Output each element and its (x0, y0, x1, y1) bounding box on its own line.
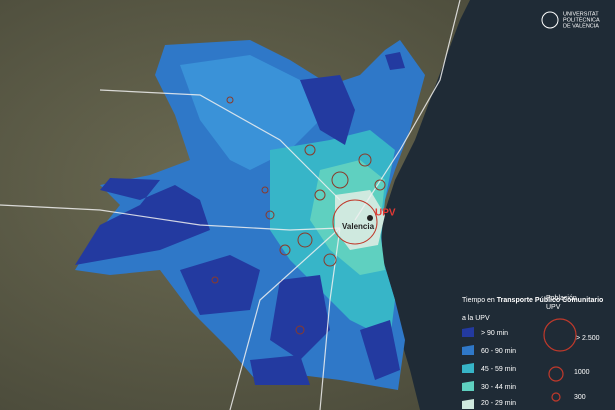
logo: UNIVERSITAT POLITÈCNICA DE VALÈNCIA (541, 11, 600, 29)
swatch (462, 399, 474, 409)
circle (211, 276, 219, 284)
legend-item: 300 (574, 394, 586, 401)
swatch (462, 345, 474, 355)
circle (331, 171, 349, 189)
size-swatch (543, 318, 577, 352)
zone-90a (75, 178, 210, 265)
legend-population: Población UPV > 2.500 1000 300 (543, 295, 600, 402)
zone-90g (385, 52, 405, 70)
road (0, 204, 341, 231)
legend-title: Tiempo en Transporte Público Comunitario (462, 297, 603, 304)
circle (226, 96, 234, 104)
legend-title-bold: Transporte Público Comunitario (497, 297, 604, 304)
legend-title: Población (546, 295, 577, 302)
legend-item: > 2.500 (576, 335, 600, 342)
road (99, 89, 341, 201)
circle (374, 179, 386, 191)
roads (0, 0, 461, 410)
swatch (462, 327, 474, 337)
circle (323, 253, 337, 267)
legend-item: 30 - 44 min (481, 384, 516, 391)
sea (380, 0, 615, 410)
circle (358, 153, 372, 167)
road (319, 227, 341, 410)
zone-90b (180, 255, 260, 315)
zone-90f (360, 320, 400, 380)
logo-line: UNIVERSITAT (563, 11, 599, 17)
road (354, 0, 461, 221)
population-circles (211, 96, 386, 335)
legend-item: 60 - 90 min (481, 348, 516, 355)
legend-item: 20 - 29 min (481, 400, 516, 407)
campus-label: UPV (375, 208, 396, 219)
upv-pin (367, 215, 373, 221)
legend-title: UPV (546, 304, 561, 311)
zone-90d (300, 75, 355, 145)
isochrone-zones (75, 40, 425, 390)
circle (297, 232, 313, 248)
circle (295, 325, 305, 335)
road (229, 227, 341, 410)
size-swatch (551, 392, 561, 402)
circle (304, 144, 316, 156)
logo-line: DE VALÈNCIA (563, 22, 599, 29)
zone-90e (250, 355, 310, 385)
zone-45-59 (180, 55, 320, 170)
legend-time: Tiempo en Transporte Público Comunitario… (462, 297, 603, 409)
logo-emblem (541, 11, 559, 29)
city-label: Valencia (342, 222, 375, 231)
legend-title-part: Tiempo en (462, 297, 497, 304)
legend-item: 45 - 59 min (481, 366, 516, 373)
legend-item: > 90 min (481, 330, 508, 337)
legend-item: 1000 (574, 369, 590, 376)
zone-90c (270, 275, 330, 360)
size-swatch (548, 366, 564, 382)
circle (279, 244, 291, 256)
circle (332, 199, 378, 245)
circle (314, 189, 326, 201)
swatch (462, 381, 474, 391)
swatch (462, 363, 474, 373)
circle (261, 186, 269, 194)
logo-line: POLITÈCNICA (563, 16, 600, 23)
circle (265, 210, 275, 220)
legend-title-end: a la UPV (462, 315, 490, 322)
